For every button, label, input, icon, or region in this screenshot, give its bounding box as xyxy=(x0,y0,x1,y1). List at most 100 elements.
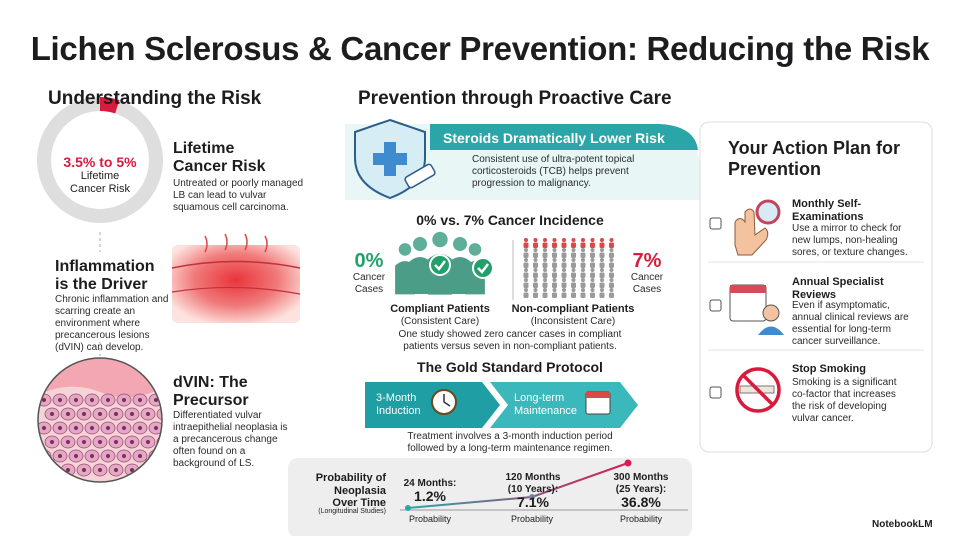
person-body xyxy=(561,262,567,268)
nucleus xyxy=(42,398,46,402)
trend-dot xyxy=(529,494,535,500)
person-body xyxy=(571,252,576,258)
person-head xyxy=(600,238,604,242)
person-head xyxy=(543,268,547,272)
cross xyxy=(373,153,407,165)
person-body xyxy=(449,257,471,294)
nucleus xyxy=(114,412,118,416)
person-body xyxy=(542,252,548,258)
person-body xyxy=(523,262,529,268)
nucleus xyxy=(42,454,46,458)
checkbox[interactable] xyxy=(709,386,722,399)
person-body xyxy=(590,292,595,298)
person-head xyxy=(562,248,566,252)
person-head xyxy=(581,258,585,262)
person-body xyxy=(590,242,595,248)
person-head xyxy=(590,278,595,282)
item-text: Untreated or poorly managed LB can lead … xyxy=(173,178,304,213)
mirror-icon xyxy=(734,199,781,256)
nucleus xyxy=(122,426,126,430)
person-head xyxy=(533,248,538,252)
action-item-title: Annual Specialist Reviews xyxy=(792,276,884,301)
person-head xyxy=(609,288,614,292)
person-body xyxy=(609,252,614,258)
nucleus xyxy=(66,468,70,472)
person-head xyxy=(609,258,614,262)
person-body xyxy=(523,292,529,298)
person-head xyxy=(543,248,547,252)
person-head xyxy=(524,258,528,262)
person-head xyxy=(533,278,538,282)
dvin-border xyxy=(37,357,163,483)
noncompliant-value: 7% xyxy=(632,250,662,272)
person-body xyxy=(580,242,586,248)
nucleus xyxy=(82,412,86,416)
item-text: Chronic inflammation and scarring create… xyxy=(55,294,169,353)
person-head xyxy=(609,238,614,242)
person-head xyxy=(524,278,528,282)
nucleus xyxy=(138,398,142,402)
person-body xyxy=(599,282,605,288)
cell xyxy=(156,407,162,421)
person-body xyxy=(571,272,576,278)
person-body xyxy=(542,282,548,288)
person-head xyxy=(552,288,557,292)
person-body xyxy=(580,292,586,298)
nucleus xyxy=(138,426,142,430)
person-head xyxy=(398,243,412,256)
person-head xyxy=(571,278,576,282)
banner-strip xyxy=(430,124,698,150)
cells xyxy=(38,393,162,477)
person-head xyxy=(552,258,557,262)
nucleus xyxy=(146,412,150,416)
nucleus xyxy=(154,426,158,430)
person-head xyxy=(609,278,614,282)
person-body xyxy=(580,252,586,258)
person-head xyxy=(453,237,467,251)
nucleus xyxy=(50,412,54,416)
compliant-note: (Consistent Care) xyxy=(400,316,480,327)
person-body xyxy=(552,282,557,288)
person-head xyxy=(600,278,604,282)
person-head xyxy=(562,258,566,262)
nucleus xyxy=(114,440,118,444)
person-body xyxy=(590,262,595,268)
skin xyxy=(172,245,300,323)
donut-value: 3.5% to 5% xyxy=(63,154,137,170)
nucleus xyxy=(146,468,150,472)
checkbox[interactable] xyxy=(709,299,722,312)
person-head xyxy=(609,248,614,252)
person-body xyxy=(533,262,538,268)
person-head xyxy=(581,268,585,272)
nucleus xyxy=(90,398,94,402)
person-head xyxy=(581,248,585,252)
nucleus xyxy=(138,454,142,458)
nucleus xyxy=(106,426,110,430)
person-head xyxy=(600,288,604,292)
checkbox[interactable] xyxy=(709,217,722,230)
nucleus xyxy=(98,468,102,472)
nucleus xyxy=(50,440,54,444)
neoplasia-title: Probability of Neoplasia Over Time xyxy=(315,472,386,510)
page-title: Lichen Sclerosus & Cancer Prevention: Re… xyxy=(30,30,930,67)
compliant-value-label: Cancer Cases xyxy=(352,272,386,295)
probability-label: Probability xyxy=(619,514,663,524)
nucleus xyxy=(66,412,70,416)
calendar-top xyxy=(586,392,610,398)
shield-icon xyxy=(354,118,436,200)
nucleus xyxy=(74,426,78,430)
review-icon xyxy=(729,284,784,335)
person-body xyxy=(523,272,529,278)
item-title: dVIN: The Precursor xyxy=(173,374,249,409)
dvin-illustration xyxy=(38,358,162,482)
person-body xyxy=(599,252,605,258)
brand: NotebookLM xyxy=(872,519,933,530)
skin-line xyxy=(171,286,301,295)
person-head xyxy=(524,268,528,272)
person-body xyxy=(533,242,538,248)
compliant-group xyxy=(395,231,494,295)
clock-hands xyxy=(443,394,451,407)
person-head xyxy=(533,238,538,242)
